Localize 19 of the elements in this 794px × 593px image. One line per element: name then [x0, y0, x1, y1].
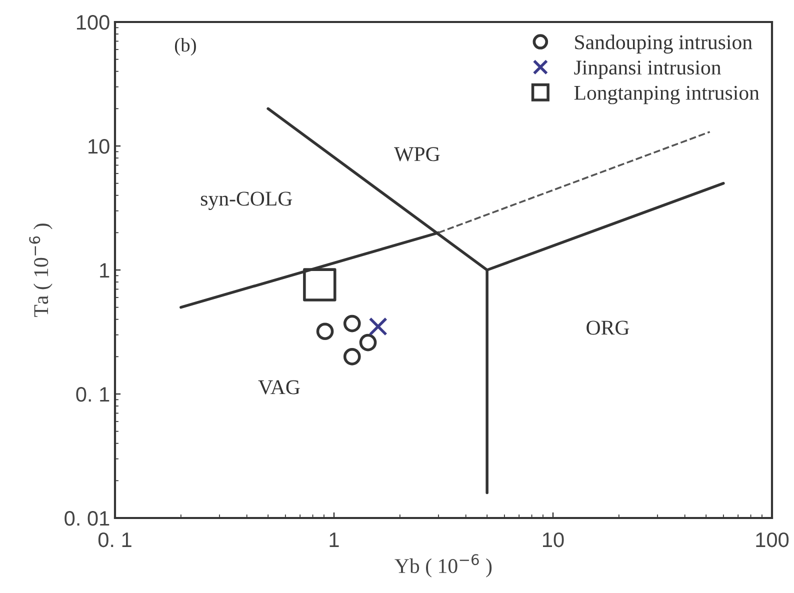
annotation: ORG [586, 320, 630, 335]
x-tick-label: 100 [756, 532, 789, 548]
annotation: WPG [394, 147, 440, 162]
annotation: (b) [174, 38, 196, 56]
annotation: VAG [258, 380, 300, 394]
legend-label: Sandouping intrusion [575, 34, 752, 54]
y-tick-label: 0. 01 [64, 511, 110, 526]
x-tick-label: 1 [330, 532, 339, 547]
y-tick-label: 0. 1 [76, 387, 110, 402]
y-tick-label: 100 [76, 15, 110, 30]
x-tick-label: 0. 1 [98, 532, 132, 548]
legend-label: Jinpansi intrusion [574, 60, 722, 79]
x-tick-label: 10 [543, 532, 564, 548]
y-tick-label: 1 [100, 263, 110, 278]
x-axis-title: Yb ( 10$^{−6}$ ) [394, 554, 492, 578]
annotation: syn-COLG [200, 192, 292, 210]
y-tick-label: 10 [88, 139, 110, 154]
legend-label: Longtanping intrusion [574, 86, 760, 104]
y-axis-title: Ta ( 10$^{−6}$ ) [29, 224, 52, 317]
